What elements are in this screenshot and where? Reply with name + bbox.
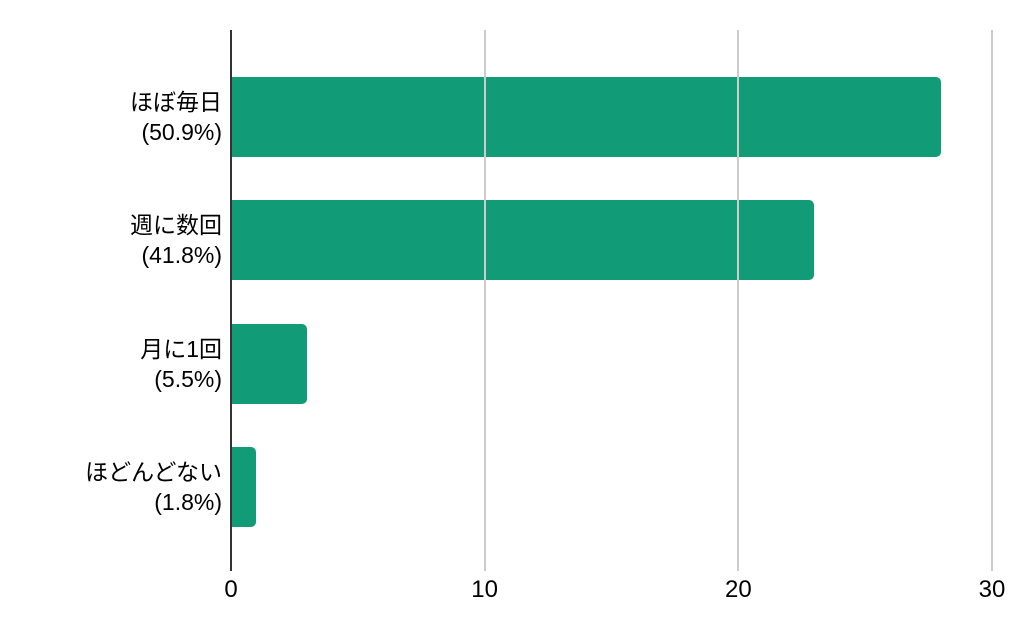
category-label: ほぼ毎日 (50.9%): [0, 55, 222, 179]
category-name: 月に1回: [140, 335, 222, 362]
category-percent: (1.8%): [154, 489, 222, 516]
bars-container: [231, 55, 992, 549]
bar: [231, 323, 308, 404]
bar: [231, 200, 815, 281]
bar-row: [231, 426, 992, 550]
category-percent: (5.5%): [154, 365, 222, 392]
bar: [231, 447, 257, 528]
gridline: [483, 30, 486, 571]
category-percent: (50.9%): [141, 118, 222, 145]
category-label: ほどんどない (1.8%): [0, 426, 222, 550]
category-name: 週に数回: [130, 212, 222, 239]
bar-row: [231, 179, 992, 303]
bar-row: [231, 302, 992, 426]
x-tick-label: 20: [724, 576, 752, 603]
x-tick-label: 10: [471, 576, 499, 603]
bar-row: [231, 55, 992, 179]
category-name: ほどんどない: [85, 459, 222, 486]
gridline: [737, 30, 740, 571]
x-tick-label: 30: [978, 576, 1006, 603]
x-tick-label: 0: [224, 576, 238, 603]
gridline: [991, 30, 993, 571]
category-label: 月に1回 (5.5%): [0, 302, 222, 426]
category-percent: (41.8%): [141, 242, 222, 269]
category-label: 週に数回 (41.8%): [0, 179, 222, 303]
plot-area: [230, 30, 993, 571]
category-name: ほぼ毎日: [130, 88, 222, 115]
x-axis-labels: 0 10 20 30: [224, 576, 1005, 608]
baseline-axis-line: [230, 30, 232, 571]
category-axis-labels: ほぼ毎日 (50.9%) 週に数回 (41.8%) 月に1回 (5.5%) ほどんどない (1…: [0, 55, 222, 549]
bar: [231, 76, 942, 157]
